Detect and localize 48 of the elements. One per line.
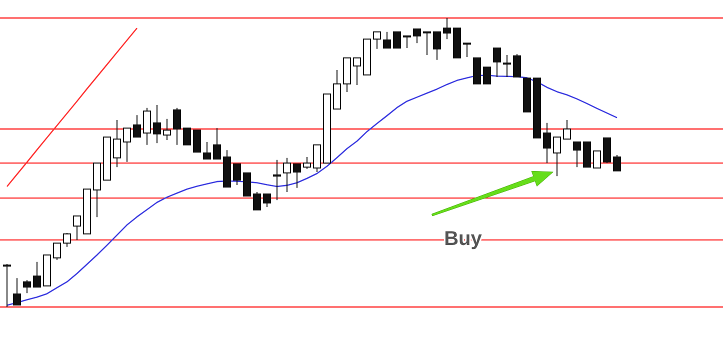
candlestick [553, 136, 561, 177]
candlestick [403, 35, 411, 49]
candlestick [263, 194, 271, 208]
candlestick [13, 278, 21, 306]
candlestick [233, 163, 241, 186]
candlestick [543, 122, 551, 164]
candlestick [163, 118, 171, 140]
candlestick [603, 137, 611, 164]
candlestick [153, 104, 161, 144]
candlestick [593, 150, 601, 168]
candlestick [193, 130, 201, 153]
candlestick [283, 157, 291, 192]
candlestick [113, 120, 121, 168]
candlestick [243, 172, 251, 197]
candlestick [463, 42, 471, 58]
candlestick [443, 18, 451, 40]
candlestick [413, 28, 421, 44]
candlestick [503, 54, 511, 78]
candlestick [203, 141, 211, 160]
candlestick [253, 191, 261, 210]
candlestick [513, 54, 521, 78]
candlestick [213, 128, 221, 160]
candlestick [293, 163, 301, 188]
candlestick [423, 31, 431, 56]
candlestick [143, 107, 151, 146]
candlestick [303, 156, 311, 170]
candlestick [353, 57, 361, 86]
candlestick [33, 261, 41, 288]
candlestick [383, 31, 391, 49]
candlestick [123, 128, 131, 162]
candlestick [3, 263, 11, 308]
candlestick [373, 31, 381, 50]
candlestick [393, 31, 401, 49]
candlestick [313, 144, 321, 173]
candlestick [23, 280, 31, 294]
candlestick [433, 31, 441, 60]
candlestick [573, 141, 581, 168]
candlestick [273, 159, 281, 201]
candlestick [173, 107, 181, 146]
candlestick [563, 120, 571, 140]
candlestick [483, 66, 491, 84]
candlestick [63, 232, 71, 248]
candlestick [183, 128, 191, 146]
candlestick [53, 242, 61, 260]
candlestick [493, 48, 501, 78]
candlestick [73, 215, 81, 240]
candlestick [613, 154, 621, 172]
candlestick [133, 114, 141, 138]
